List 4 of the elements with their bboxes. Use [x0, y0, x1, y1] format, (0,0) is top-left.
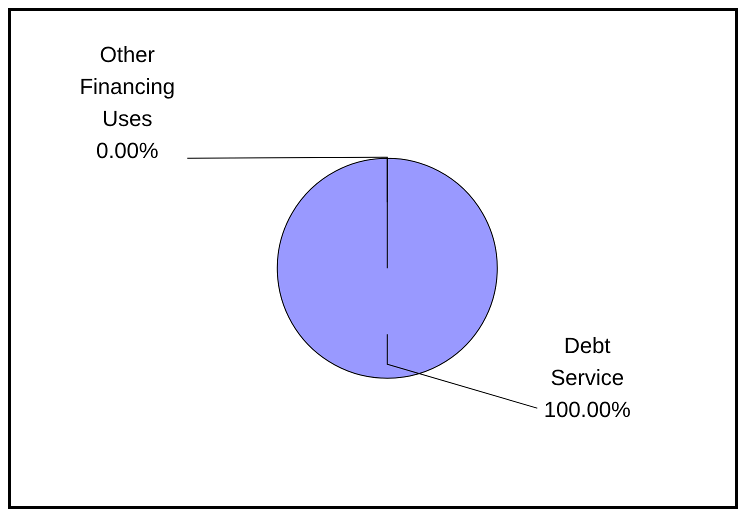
text: 0.00%: [96, 138, 158, 164]
category-label: Other Financing Uses: [80, 42, 175, 132]
slice-label: Debt Service: [550, 333, 624, 390]
data-label: 100.00%: [544, 397, 631, 422]
